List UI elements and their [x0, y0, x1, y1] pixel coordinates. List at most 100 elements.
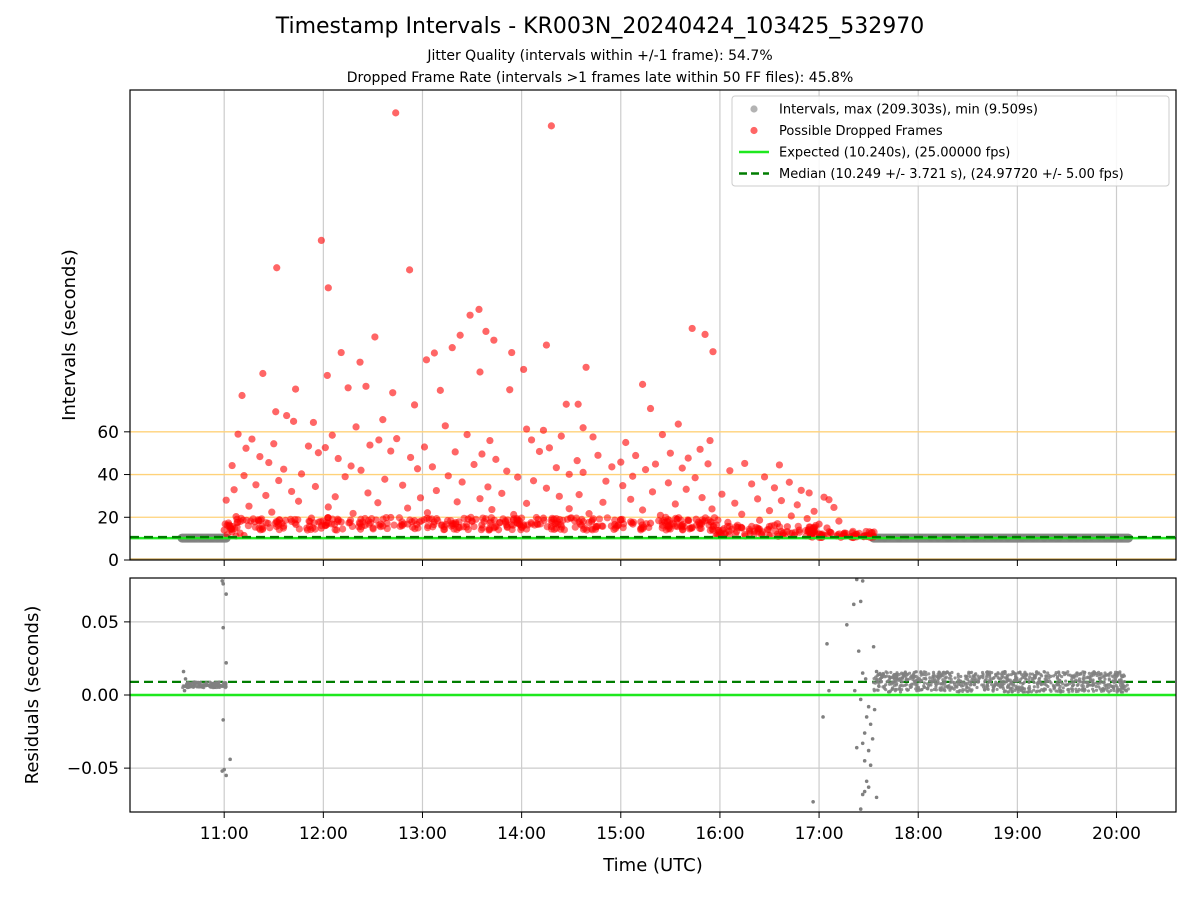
residual-point	[874, 669, 879, 674]
residual-point	[1096, 682, 1100, 686]
residual-point	[1102, 680, 1106, 684]
residual-point	[856, 649, 861, 653]
residual-point	[939, 681, 944, 686]
dropped-frame-point	[304, 442, 313, 450]
residual-point	[868, 722, 873, 727]
chart-title: Timestamp Intervals - KR003N_20240424_10…	[275, 14, 925, 39]
residual-point	[1045, 679, 1049, 683]
dropped-frame-point	[617, 516, 625, 524]
dropped-frame-point	[545, 444, 553, 452]
residual-point	[860, 671, 865, 675]
dropped-frame-point	[356, 358, 364, 366]
residual-point	[892, 681, 896, 685]
residual-point	[1077, 687, 1081, 692]
dropped-frame-point	[664, 479, 672, 487]
residual-point	[1028, 675, 1032, 679]
dropped-frame-point	[589, 433, 597, 441]
dropped-frame-point	[232, 513, 240, 521]
residual-point	[936, 678, 940, 682]
dropped-frame-point	[684, 454, 692, 462]
dropped-frame-point	[234, 430, 242, 438]
residual-point	[1016, 679, 1020, 683]
dropped-frame-point	[274, 521, 282, 529]
residual-point	[204, 684, 208, 688]
dropped-frame-point	[592, 523, 600, 531]
residual-point	[208, 683, 212, 688]
residual-point	[1121, 683, 1125, 687]
residual-point	[811, 799, 815, 804]
residual-point	[934, 682, 938, 686]
dropped-frame-point	[728, 525, 736, 533]
residual-point	[914, 679, 918, 683]
legend-label: Median (10.249 +/- 3.721 s), (24.97720 +…	[779, 167, 1124, 182]
residual-point	[873, 681, 877, 685]
residual-point	[1039, 683, 1043, 687]
dropped-frame-point	[242, 444, 250, 452]
residual-point	[1120, 681, 1124, 685]
residual-point	[183, 677, 188, 681]
dropped-frame-point	[240, 472, 248, 480]
dropped-frame-point	[726, 467, 734, 475]
dropped-frame-point	[510, 510, 518, 519]
legend: Intervals, max (209.303s), min (9.509s) P…	[731, 95, 1170, 187]
residual-point	[1052, 674, 1056, 678]
x-tick-label: 19:00	[993, 824, 1042, 844]
residual-point	[874, 795, 879, 800]
dropped-frame-point	[734, 523, 742, 532]
residual-point	[974, 672, 978, 676]
dropped-frame-point	[272, 408, 280, 416]
dropped-frame-point	[297, 470, 306, 478]
residual-point	[964, 682, 968, 686]
dropped-frame-point	[608, 463, 616, 471]
dropped-frame-point	[514, 473, 522, 481]
dropped-frame-point	[230, 486, 238, 494]
residual-point	[825, 642, 829, 646]
residual-point	[1102, 675, 1106, 679]
residual-point	[1081, 680, 1085, 684]
residual-point	[1099, 672, 1103, 676]
residual-point	[1040, 674, 1044, 678]
dropped-frame-point	[344, 384, 352, 392]
residual-point	[991, 689, 995, 693]
dropped-frame-point	[718, 490, 726, 498]
dropped-frame-point	[637, 518, 645, 526]
dropped-frame-point	[555, 492, 563, 500]
dropped-frame-point	[416, 494, 425, 502]
residual-point	[884, 688, 888, 692]
x-tick-label: 15:00	[596, 824, 645, 844]
residual-point	[1117, 679, 1121, 683]
residual-point	[875, 688, 879, 692]
residual-point	[885, 671, 889, 675]
residual-point	[948, 686, 953, 690]
dropped-frame-point	[629, 472, 637, 480]
residual-point	[927, 672, 931, 676]
y-tick-label: 0.05	[81, 613, 119, 633]
residual-point	[860, 579, 865, 583]
residual-point	[947, 683, 951, 688]
residual-point	[1021, 681, 1025, 686]
dropped-frame-point	[389, 389, 397, 397]
residual-point	[821, 715, 825, 719]
residual-point	[191, 685, 196, 689]
dropped-frame-point	[539, 426, 548, 434]
residual-point	[858, 807, 863, 811]
dropped-frame-point	[559, 516, 567, 524]
residual-point	[866, 704, 871, 709]
residual-point	[860, 792, 865, 797]
dropped-frame-point	[248, 435, 256, 443]
dropped-frame-point	[503, 523, 512, 532]
residual-point	[879, 679, 884, 684]
residual-point	[1046, 684, 1050, 689]
dropped-frame-point	[339, 525, 347, 533]
dropped-frame-point	[280, 522, 288, 530]
residual-point	[1037, 677, 1041, 681]
residual-point	[993, 682, 997, 687]
dropped-frame-point	[641, 466, 650, 474]
dropped-frame-point	[803, 514, 811, 523]
residual-point	[1000, 673, 1004, 678]
residual-point	[1047, 676, 1051, 680]
dropped-frame-point	[361, 521, 369, 529]
residual-point	[958, 688, 962, 693]
residual-point	[927, 682, 932, 687]
